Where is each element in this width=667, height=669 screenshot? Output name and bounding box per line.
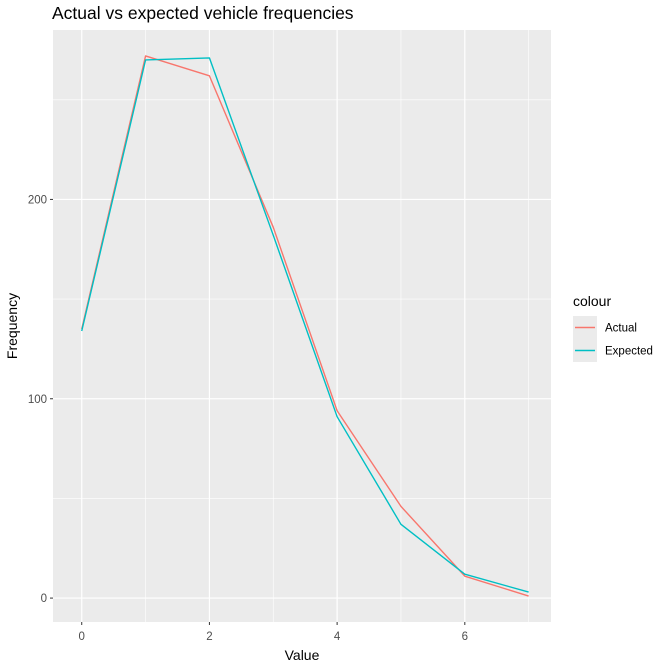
y-tick-label: 100	[28, 394, 47, 406]
legend-keys: Actual Expected	[573, 316, 653, 362]
x-tick-label: 0	[79, 631, 85, 643]
x-tick-label: 6	[462, 631, 468, 643]
y-axis-title: Frequency	[4, 293, 20, 359]
legend-label-actual: Actual	[605, 323, 637, 335]
x-tick-label: 2	[206, 631, 212, 643]
x-tick-label: 4	[334, 631, 341, 643]
plot-panel	[53, 30, 551, 622]
legend-title: colour	[573, 293, 611, 309]
x-axis-title: Value	[285, 647, 320, 663]
series-line-expected	[81, 57, 529, 593]
legend-label-expected: Expected	[605, 346, 653, 358]
y-axis: 0 100 200	[28, 194, 53, 605]
x-axis: 0 2 4 6	[79, 622, 468, 643]
chart-title: Actual vs expected vehicle frequencies	[52, 3, 354, 23]
series-lines	[81, 55, 529, 597]
grid-major	[53, 30, 551, 622]
y-tick-label: 200	[28, 194, 47, 206]
y-tick-label: 0	[41, 593, 47, 605]
legend: colour Actual Expected	[573, 293, 653, 362]
